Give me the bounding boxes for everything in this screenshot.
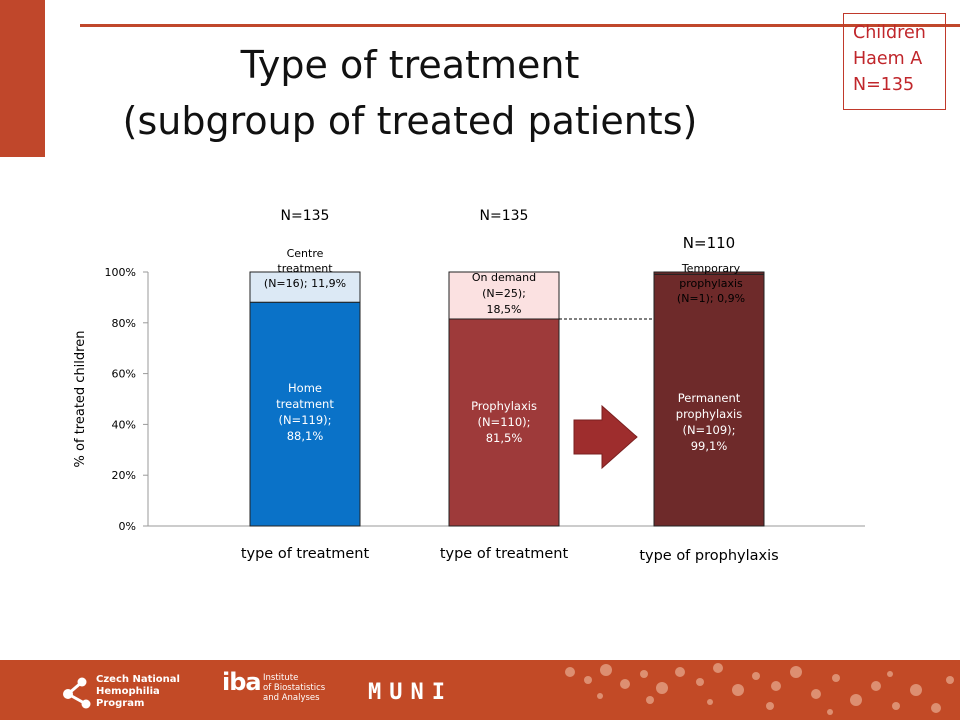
footer: Czech National Hemophilia Program iba In… xyxy=(0,660,960,720)
subgroup-badge: Children Haem A N=135 xyxy=(843,13,946,110)
accent-block xyxy=(0,0,45,157)
x-category-label: type of treatment xyxy=(241,546,370,562)
y-tick-label: 0% xyxy=(119,520,136,533)
iba-line-1: Institute xyxy=(263,673,299,683)
on-demand-label: On demand xyxy=(472,271,536,284)
centre-treatment-label: treatment xyxy=(277,262,333,275)
iba-logo-mark: iba xyxy=(222,668,262,696)
permanent-prophylaxis-label: prophylaxis xyxy=(676,407,742,421)
temporary-prophylaxis-label: prophylaxis xyxy=(679,277,743,290)
badge-line-1: Children xyxy=(853,23,926,43)
badge-line-2: Haem A xyxy=(853,49,923,69)
temporary-prophylaxis-label: Temporary xyxy=(681,262,741,275)
on-demand-label: 18,5% xyxy=(487,303,522,316)
home-treatment-label: 88,1% xyxy=(287,429,324,443)
y-tick-label: 60% xyxy=(112,368,136,381)
hemophilia-program-logo-icon xyxy=(63,677,91,709)
iba-line-2: of Biostatistics xyxy=(263,683,326,693)
bar-2-segment-2 xyxy=(448,271,560,320)
top-rule xyxy=(80,24,960,27)
on-demand-label: (N=25); xyxy=(482,287,526,300)
hemophilia-program-name: Czech National Hemophilia Program xyxy=(96,674,180,710)
iba-line-3: and Analyses xyxy=(263,693,320,703)
y-tick-label: 100% xyxy=(105,266,136,279)
badge-line-3: N=135 xyxy=(853,75,915,95)
home-treatment-label: (N=119); xyxy=(278,413,331,427)
bar-n-label: N=135 xyxy=(480,208,529,224)
bar-n-label: N=110 xyxy=(683,234,735,252)
home-treatment-label: Home xyxy=(288,381,322,395)
stacked-bar-chart: 0% 20% 40% 60% 80% 100% % of treated children t… xyxy=(73,208,865,564)
decorative-dots-icon xyxy=(565,663,954,715)
bar-1-segment-2 xyxy=(249,271,361,303)
cnhp-line-2: Hemophilia xyxy=(96,686,160,697)
y-tick-label: 20% xyxy=(112,469,136,482)
iba-institute-name: Institute of Biostatistics and Analyses xyxy=(263,673,325,703)
cnhp-line-3: Program xyxy=(96,698,145,709)
slide-title-line-1: Type of treatment xyxy=(240,43,580,87)
home-treatment-label: treatment xyxy=(276,397,334,411)
bar-2-segment-1 xyxy=(448,318,560,527)
slide-title-line-2: (subgroup of treated patients) xyxy=(122,99,698,143)
y-axis-label: % of treated children xyxy=(73,331,88,468)
cnhp-line-1: Czech National xyxy=(96,674,180,685)
centre-treatment-label: Centre xyxy=(287,247,324,260)
temporary-prophylaxis-label: (N=1); 0,9% xyxy=(677,292,745,305)
prophylaxis-label: 81,5% xyxy=(486,431,523,445)
bar-1-segment-1 xyxy=(249,301,361,527)
centre-treatment-label: (N=16); 11,9% xyxy=(264,277,346,290)
x-category-label: type of prophylaxis xyxy=(639,548,778,564)
permanent-prophylaxis-label: Permanent xyxy=(678,391,741,405)
x-category-label: type of treatment xyxy=(440,546,569,562)
muni-logo: MUNI xyxy=(368,680,453,705)
prophylaxis-label: (N=110); xyxy=(477,415,530,429)
y-tick-label: 80% xyxy=(112,317,136,330)
prophylaxis-label: Prophylaxis xyxy=(471,399,537,413)
bar-3-segment-2 xyxy=(653,271,765,275)
permanent-prophylaxis-label: 99,1% xyxy=(691,439,728,453)
y-tick-label: 40% xyxy=(112,418,136,431)
permanent-prophylaxis-label: (N=109); xyxy=(682,423,735,437)
bar-n-label: N=135 xyxy=(281,208,330,224)
right-arrow-icon xyxy=(573,404,638,470)
